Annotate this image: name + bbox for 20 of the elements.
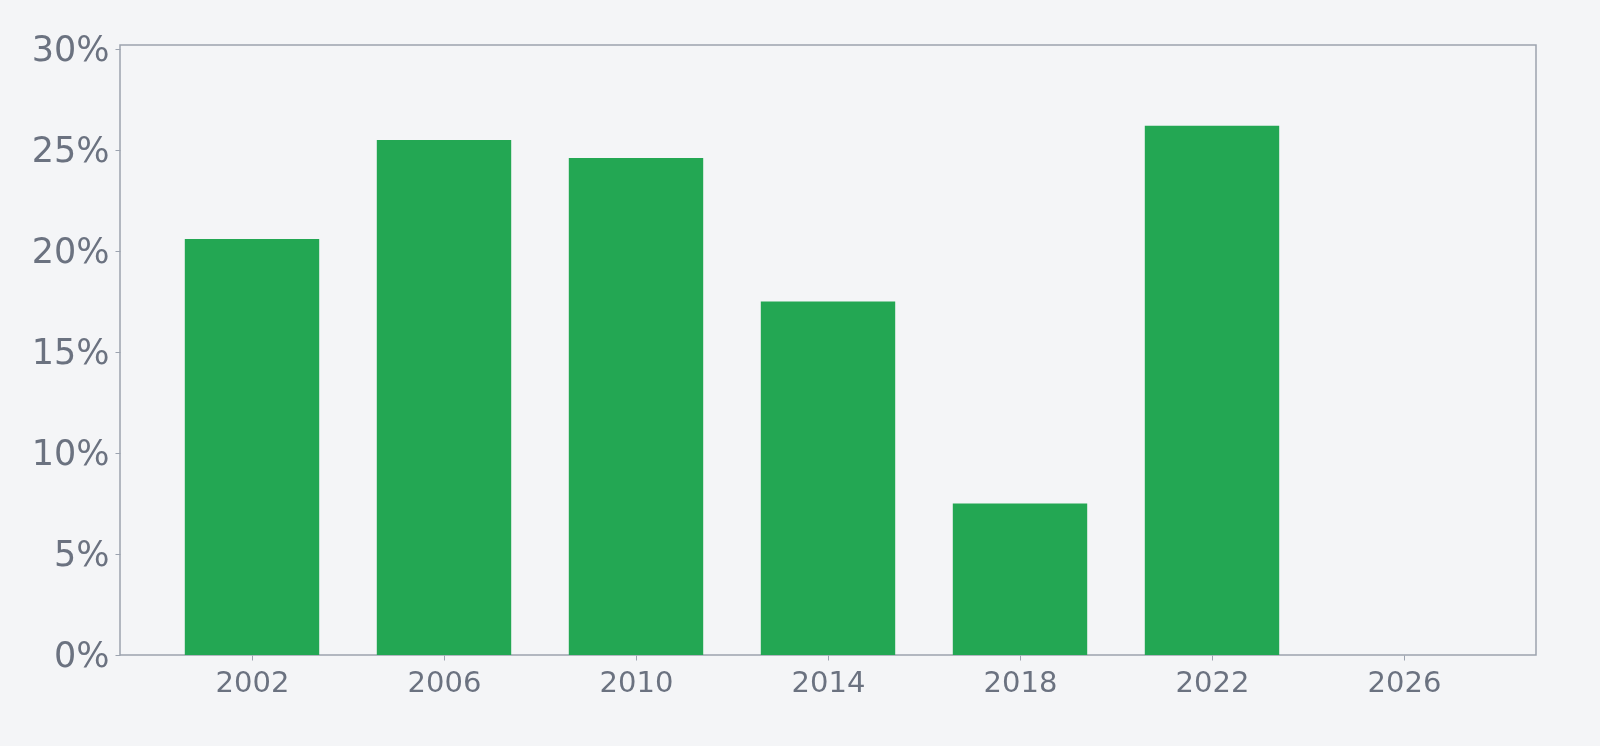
- x-tick-label: 2014: [791, 664, 866, 699]
- bar: [376, 139, 512, 655]
- x-tick-label: 2002: [215, 664, 290, 699]
- y-tick-label: 20%: [31, 230, 110, 271]
- bar: [1144, 125, 1280, 655]
- bar: [952, 503, 1088, 655]
- y-tick-label: 5%: [53, 533, 110, 574]
- x-tick-label: 2026: [1367, 664, 1442, 699]
- x-tick-label: 2006: [407, 664, 482, 699]
- y-tick-label: 10%: [31, 432, 110, 473]
- bar: [568, 158, 704, 655]
- y-tick-label: 15%: [31, 331, 110, 372]
- x-tick-label: 2010: [599, 664, 674, 699]
- bar: [184, 238, 320, 655]
- bar: [760, 301, 896, 655]
- y-tick-label: 30%: [31, 28, 110, 69]
- x-tick-label: 2018: [983, 664, 1058, 699]
- y-tick-label: 25%: [31, 129, 110, 170]
- y-tick-label: 0%: [53, 634, 110, 675]
- x-tick-label: 2022: [1175, 664, 1250, 699]
